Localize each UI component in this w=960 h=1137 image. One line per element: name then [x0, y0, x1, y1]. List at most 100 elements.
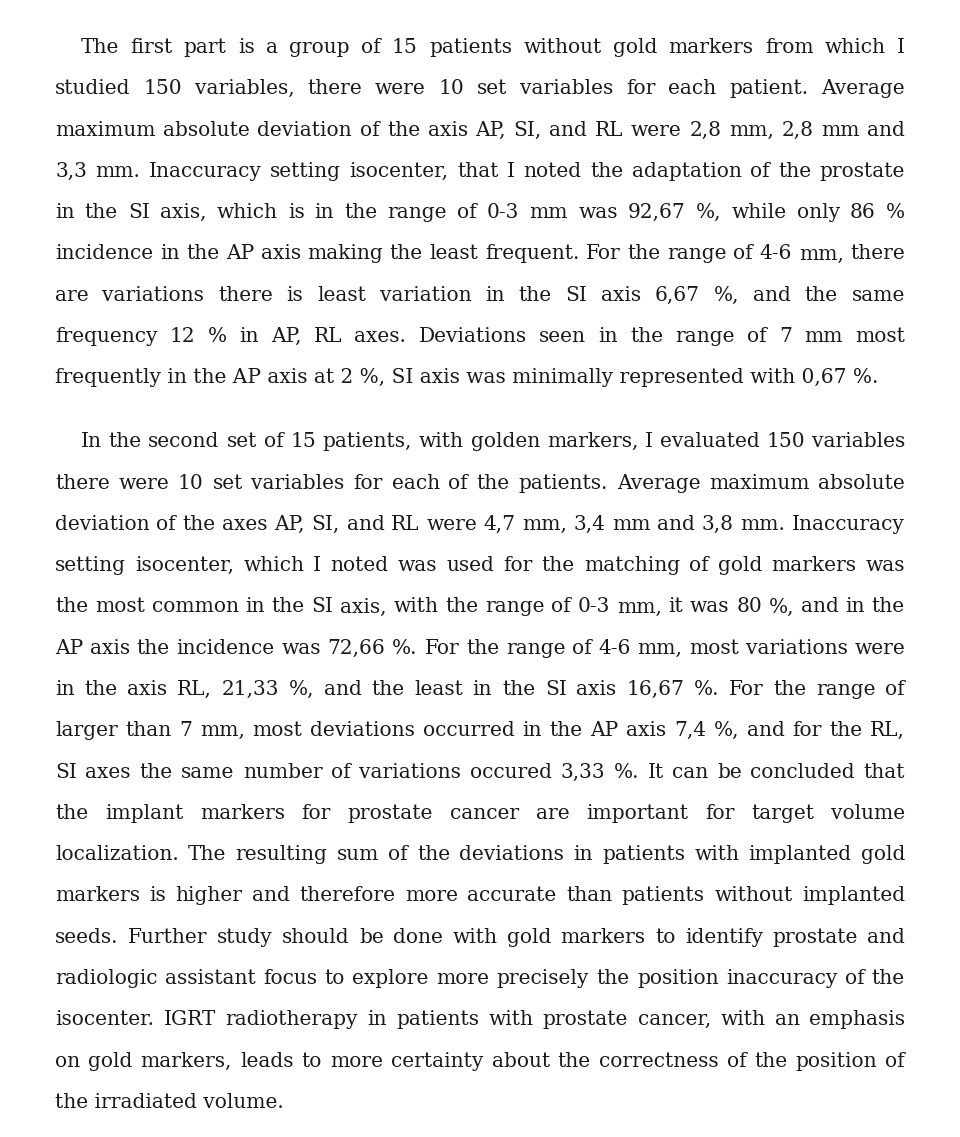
Text: patients: patients	[396, 1011, 479, 1029]
Text: is: is	[287, 285, 303, 305]
Text: I: I	[897, 38, 905, 57]
Text: 92,67: 92,67	[628, 204, 685, 222]
Text: seen: seen	[539, 327, 586, 346]
Text: matching: matching	[584, 556, 680, 575]
Text: are: are	[536, 804, 569, 823]
Text: common: common	[152, 597, 238, 616]
Text: the: the	[372, 680, 404, 699]
Text: mm: mm	[612, 515, 651, 534]
Text: the irradiated volume.: the irradiated volume.	[55, 1093, 284, 1112]
Text: implanted: implanted	[748, 845, 852, 864]
Text: mm.: mm.	[95, 161, 140, 181]
Text: mm.: mm.	[740, 515, 785, 534]
Text: there: there	[55, 473, 109, 492]
Text: gold: gold	[860, 845, 905, 864]
Text: markers: markers	[772, 556, 856, 575]
Text: I: I	[507, 161, 515, 181]
Text: of: of	[360, 121, 379, 140]
Text: 2,8: 2,8	[689, 121, 721, 140]
Text: isocenter,: isocenter,	[349, 161, 448, 181]
Text: can: can	[672, 763, 708, 781]
Text: of: of	[156, 515, 176, 534]
Text: golden: golden	[470, 432, 540, 451]
Text: AP,: AP,	[275, 515, 305, 534]
Text: and: and	[658, 515, 695, 534]
Text: SI: SI	[311, 597, 333, 616]
Text: axis: axis	[576, 680, 616, 699]
Text: variations: variations	[746, 639, 848, 657]
Text: RL: RL	[595, 121, 623, 140]
Text: maximum: maximum	[55, 121, 156, 140]
Text: SI,: SI,	[312, 515, 340, 534]
Text: 7: 7	[180, 721, 192, 740]
Text: and: and	[747, 721, 784, 740]
Text: for: for	[705, 804, 734, 823]
Text: patient.: patient.	[730, 80, 808, 98]
Text: absolute: absolute	[818, 473, 905, 492]
Text: %,: %,	[714, 285, 739, 305]
Text: is: is	[150, 887, 166, 905]
Text: the: the	[518, 285, 552, 305]
Text: of: of	[457, 204, 477, 222]
Text: there: there	[307, 80, 362, 98]
Text: are: are	[55, 285, 88, 305]
Text: concluded: concluded	[751, 763, 855, 781]
Text: 4-6: 4-6	[598, 639, 631, 657]
Text: markers: markers	[55, 887, 140, 905]
Text: variations: variations	[103, 285, 204, 305]
Text: set: set	[227, 432, 257, 451]
Text: 16,67: 16,67	[626, 680, 684, 699]
Text: axes: axes	[223, 515, 268, 534]
Text: patients: patients	[622, 887, 705, 905]
Text: 3,8: 3,8	[702, 515, 734, 534]
Text: position: position	[796, 1052, 877, 1071]
Text: most: most	[689, 639, 739, 657]
Text: the: the	[502, 680, 535, 699]
Text: of: of	[845, 969, 864, 988]
Text: important: important	[587, 804, 688, 823]
Text: the: the	[137, 639, 170, 657]
Text: with: with	[419, 432, 464, 451]
Text: implanted: implanted	[802, 887, 905, 905]
Text: the: the	[182, 515, 216, 534]
Text: the: the	[778, 161, 811, 181]
Text: an: an	[775, 1011, 800, 1029]
Text: the: the	[84, 680, 117, 699]
Text: Inaccuracy: Inaccuracy	[149, 161, 261, 181]
Text: the: the	[872, 597, 905, 616]
Text: there: there	[218, 285, 273, 305]
Text: each: each	[668, 80, 716, 98]
Text: was: was	[866, 556, 905, 575]
Text: 21,33: 21,33	[222, 680, 279, 699]
Text: AP,: AP,	[475, 121, 506, 140]
Text: markers,: markers,	[141, 1052, 232, 1071]
Text: prostate: prostate	[773, 928, 857, 947]
Text: AP: AP	[226, 244, 254, 264]
Text: in: in	[159, 244, 180, 264]
Text: the: the	[272, 597, 304, 616]
Text: of: of	[331, 763, 350, 781]
Text: for: for	[503, 556, 533, 575]
Text: 150: 150	[766, 432, 804, 451]
Text: of: of	[727, 1052, 746, 1071]
Text: with: with	[694, 845, 739, 864]
Text: patients,: patients,	[323, 432, 412, 451]
Text: 6,67: 6,67	[655, 285, 700, 305]
Text: prostate: prostate	[542, 1011, 628, 1029]
Text: should: should	[282, 928, 349, 947]
Text: and: and	[801, 597, 839, 616]
Text: For: For	[729, 680, 763, 699]
Text: of: of	[885, 680, 905, 699]
Text: 7,4: 7,4	[674, 721, 706, 740]
Text: and: and	[753, 285, 791, 305]
Text: of: of	[885, 1052, 905, 1071]
Text: setting: setting	[270, 161, 341, 181]
Text: the: the	[445, 597, 478, 616]
Text: range: range	[667, 244, 727, 264]
Text: in: in	[246, 597, 265, 616]
Text: %.: %.	[613, 763, 639, 781]
Text: volume: volume	[830, 804, 905, 823]
Text: I: I	[645, 432, 653, 451]
Text: radiologic: radiologic	[55, 969, 157, 988]
Text: the: the	[417, 845, 450, 864]
